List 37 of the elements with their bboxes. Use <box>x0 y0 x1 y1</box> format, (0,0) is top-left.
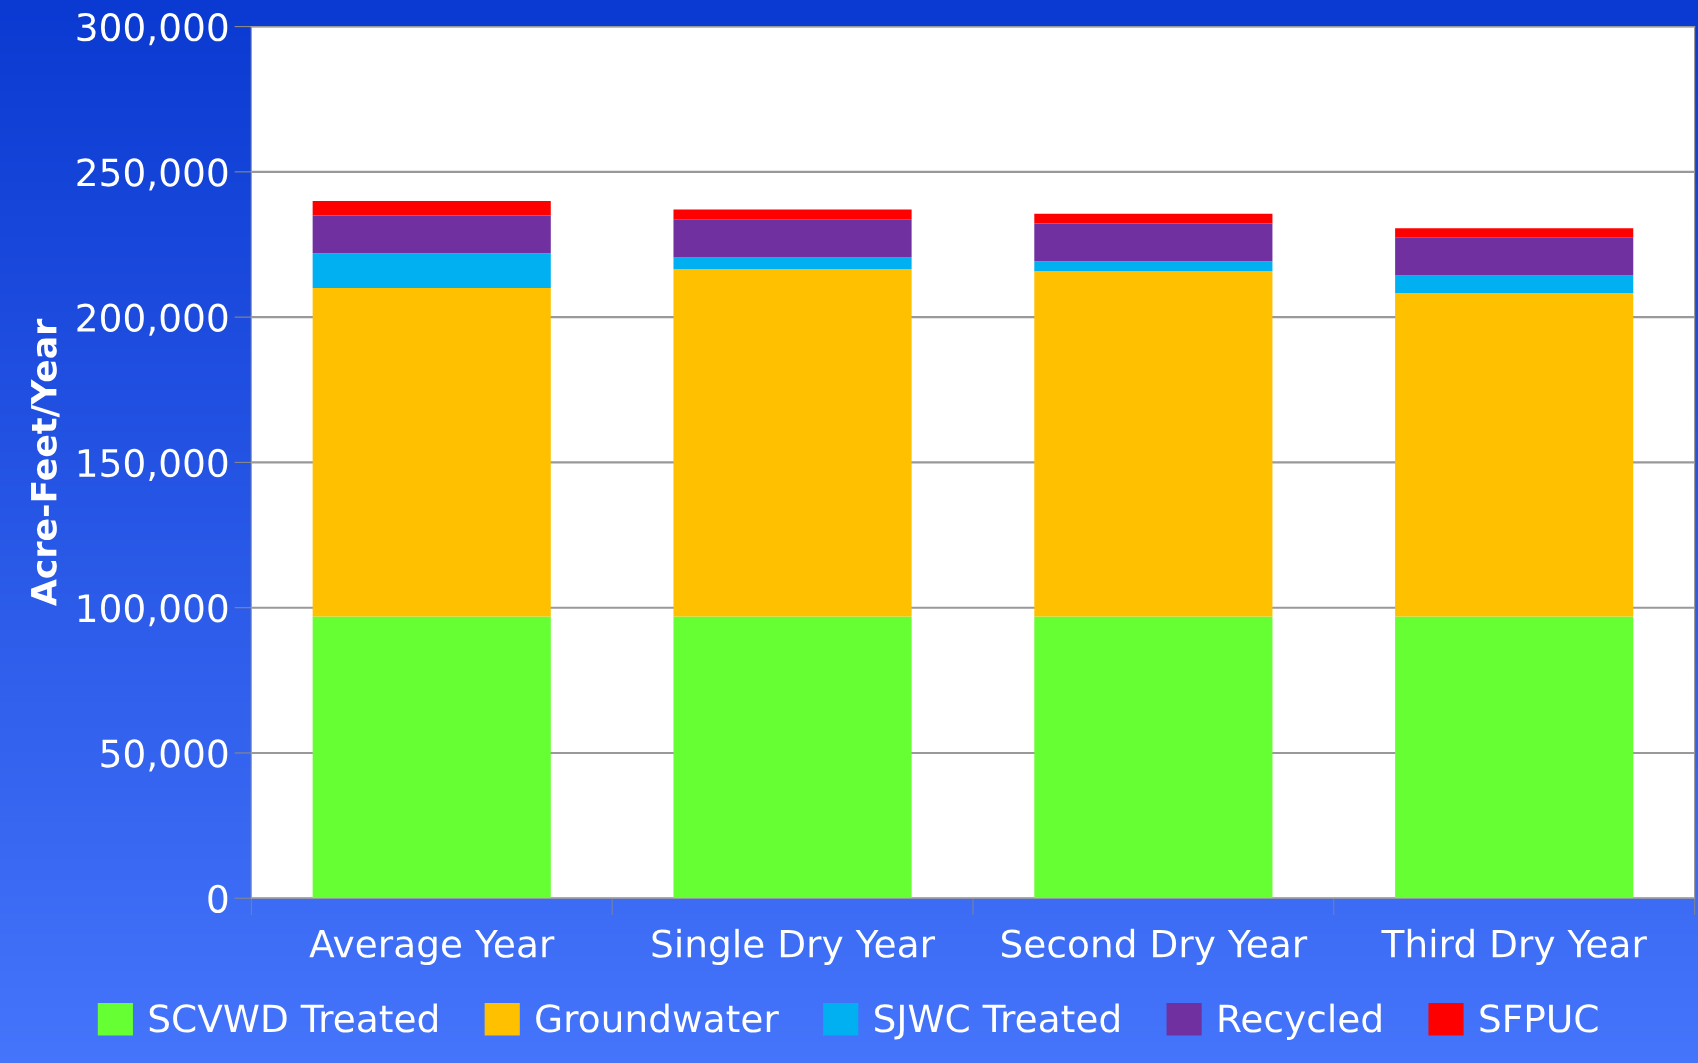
legend-label: Groundwater <box>536 1003 779 1033</box>
y-tick-label: 300,000 <box>77 12 228 46</box>
bar <box>1034 223 1273 262</box>
bar <box>1034 261 1273 272</box>
y-tick-label: 100,000 <box>78 594 228 627</box>
legend-label: SCVWD Treated <box>149 1003 437 1033</box>
bar <box>673 616 912 899</box>
bar <box>312 200 551 216</box>
bar <box>673 269 912 617</box>
bar <box>1395 237 1634 276</box>
bar <box>1395 228 1634 238</box>
y-tick-label: 150,000 <box>78 448 228 482</box>
x-tick-label: Single Dry Year <box>652 928 936 966</box>
y-tick-label: 250,000 <box>77 158 228 191</box>
x-tick-label: Second Dry Year <box>1001 928 1308 966</box>
bar <box>1034 271 1273 617</box>
bar <box>1034 213 1273 224</box>
bar <box>312 215 551 254</box>
legend-label: SJWC Treated <box>875 1003 1119 1040</box>
bar <box>1395 293 1634 617</box>
bar <box>1034 616 1273 899</box>
bar <box>312 616 551 899</box>
x-tick-label: Third Dry Year <box>1381 928 1647 966</box>
y-tick-label: 0 <box>208 884 228 914</box>
x-tick-label: Average Year <box>309 929 555 966</box>
bar <box>673 219 912 258</box>
bar <box>312 253 551 289</box>
y-axis-title: Acre-Feet/Year <box>31 318 60 606</box>
bar <box>673 209 912 220</box>
bar <box>673 257 912 270</box>
bar <box>312 288 551 617</box>
legend-label: Recycled <box>1219 1003 1381 1040</box>
bar <box>1395 275 1634 294</box>
y-tick-label: 200,000 <box>77 303 228 336</box>
legend-label: SFPUC <box>1480 1004 1598 1033</box>
y-tick-label: 50,000 <box>101 739 228 772</box>
bar <box>1395 616 1634 899</box>
